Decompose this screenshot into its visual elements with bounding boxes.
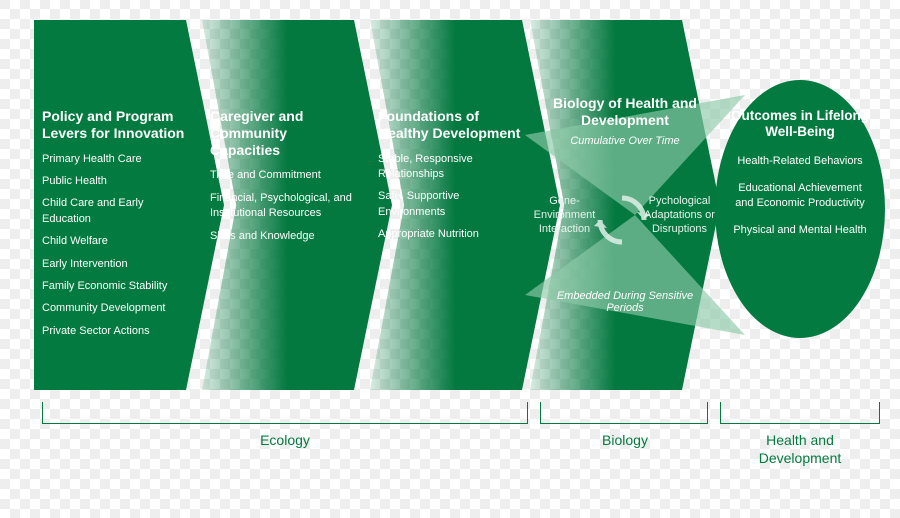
- outcomes-title: Outcomes in Lifelong Well-Being: [731, 108, 869, 140]
- arrow-item: Child Care and Early Education: [42, 196, 192, 227]
- bracket-2: [540, 402, 708, 424]
- biology-sub-top: Cumulative Over Time: [540, 135, 710, 147]
- biology-right-item: Pychological Adaptations or Disruptions: [637, 195, 722, 236]
- bracket-label-2: Biology: [575, 432, 675, 450]
- outcome-item: Health-Related Behaviors: [731, 154, 869, 169]
- arrow-item: Time and Commitment: [210, 168, 360, 183]
- arrow-item: Community Development: [42, 301, 192, 316]
- bracket-3: [720, 402, 880, 424]
- arrow-item: Skills and Knowledge: [210, 229, 360, 244]
- outcome-item: Educational Achievement and Economic Pro…: [731, 181, 869, 211]
- arrow-item: Private Sector Actions: [42, 324, 192, 339]
- biology-left-item: Gene-Environment Interaction: [522, 195, 607, 236]
- arrow-item: Early Intervention: [42, 257, 192, 272]
- bracket-label-3: Health and Development: [745, 432, 855, 467]
- arrow-body: Foundations of Healthy Development Stable…: [378, 108, 528, 250]
- biology-header: Biology of Health and Development Cumula…: [540, 95, 710, 147]
- diagram-stage: Policy and Program Levers for Innovation…: [0, 0, 900, 518]
- arrow-3: Foundations of Healthy DevelopmentStable…: [370, 20, 520, 390]
- arrow-1: Policy and Program Levers for Innovation…: [34, 20, 184, 390]
- arrow-item: Stable, Responsive Relationships: [378, 152, 528, 183]
- arrow-items: Primary Health Care Public Health Child Ca…: [42, 152, 192, 340]
- outcomes-ellipse: Outcomes in Lifelong Well-Being Health-R…: [715, 80, 885, 338]
- arrow-item: Financial, Psychological, and Institutio…: [210, 191, 360, 222]
- arrow-body: Policy and Program Levers for Innovation…: [42, 108, 192, 346]
- bracket-label-1: Ecology: [235, 432, 335, 450]
- arrow-item: Primary Health Care: [42, 152, 192, 167]
- arrow-title: Policy and Program Levers for Innovation: [42, 108, 192, 142]
- arrow-title: Foundations of Healthy Development: [378, 108, 528, 142]
- biology-sub-bottom: Embedded During Sensitive Periods: [540, 290, 710, 314]
- arrow-item: Family Economic Stability: [42, 279, 192, 294]
- arrow-item: Public Health: [42, 174, 192, 189]
- arrow-items: Time and Commitment Financial, Psychologi…: [210, 168, 360, 244]
- outcome-item: Physical and Mental Health: [731, 223, 869, 238]
- arrow-body: Caregiver and Community Capacities Time a…: [210, 108, 360, 251]
- arrow-2: Caregiver and Community CapacitiesTime a…: [202, 20, 352, 390]
- arrow-item: Appropriate Nutrition: [378, 227, 528, 242]
- arrow-items: Stable, Responsive Relationships Safe, Su…: [378, 152, 528, 243]
- biology-title: Biology of Health and Development: [540, 95, 710, 129]
- bracket-1: [42, 402, 528, 424]
- biology-pair: Gene-Environment Interaction Pychologica…: [522, 195, 722, 236]
- arrow-item: Safe, Supportive Environments: [378, 189, 528, 220]
- arrow-item: Child Welfare: [42, 234, 192, 249]
- outcomes-items: Health-Related Behaviors Educational Achi…: [731, 154, 869, 237]
- arrow-title: Caregiver and Community Capacities: [210, 108, 360, 158]
